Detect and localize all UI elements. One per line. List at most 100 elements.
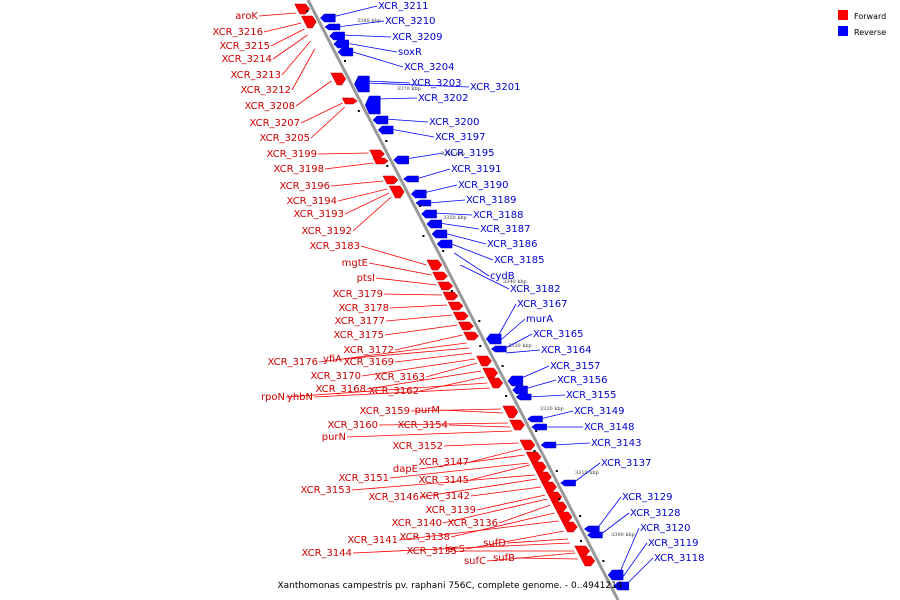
kbp-tick-label: 3350 kbp bbox=[443, 215, 467, 221]
forward-label-leader bbox=[442, 498, 548, 524]
reverse-gene-arrow bbox=[436, 239, 453, 249]
forward-label-leader bbox=[498, 504, 551, 524]
forward-gene-arrow bbox=[432, 271, 448, 281]
kbp-tick-label: 3300 kbp bbox=[611, 532, 635, 538]
forward-label-leader bbox=[270, 28, 305, 47]
forward-label-leader bbox=[410, 408, 501, 412]
forward-gene-arrow bbox=[388, 185, 405, 199]
reverse-label-leader bbox=[443, 232, 487, 245]
forward-gene-arrow bbox=[579, 555, 596, 567]
reverse-gene-label: cydB bbox=[490, 271, 515, 282]
forward-gene-label: XCR_3178 bbox=[338, 303, 389, 314]
legend-reverse-label: Reverse bbox=[854, 28, 886, 37]
reverse-gene-arrow bbox=[393, 155, 409, 165]
gene-arrows bbox=[294, 3, 630, 591]
forward-gene-label: ptsI bbox=[357, 273, 375, 284]
reverse-label-leader bbox=[453, 252, 490, 277]
forward-label-leader bbox=[360, 245, 427, 266]
feature-tick bbox=[478, 320, 481, 322]
forward-label-leader bbox=[330, 180, 384, 187]
forward-label-leader bbox=[469, 448, 522, 463]
forward-gene-arrow bbox=[458, 321, 474, 331]
reverse-label-leader bbox=[519, 365, 550, 380]
reverse-label-leader bbox=[390, 128, 435, 138]
reverse-label-leader bbox=[460, 264, 510, 290]
forward-label-leader bbox=[258, 12, 297, 17]
reverse-gene-label: XCR_3128 bbox=[630, 508, 681, 519]
forward-gene-arrow bbox=[541, 481, 557, 493]
reverse-gene-labels: XCR_3211 XCR_3210 XCR_3209 soxR XCR_3204 XCR_… bbox=[332, 1, 705, 586]
forward-label-leader bbox=[352, 542, 571, 554]
kbp-tick-label: 3370 kbp bbox=[397, 86, 421, 92]
feature-tick bbox=[579, 515, 582, 517]
forward-gene-label: yfiA bbox=[323, 354, 342, 365]
forward-label-leader bbox=[272, 34, 308, 60]
forward-gene-arrow bbox=[294, 3, 310, 15]
forward-gene-label: XCR_3142 bbox=[419, 491, 470, 502]
forward-label-leader bbox=[389, 462, 529, 479]
reverse-gene-arrow bbox=[507, 375, 524, 387]
legend-forward-swatch bbox=[838, 10, 848, 20]
forward-gene-label: XCR_3135 bbox=[406, 546, 457, 557]
reverse-label-leader bbox=[539, 410, 574, 420]
forward-gene-label: XCR_3160 bbox=[327, 420, 378, 431]
forward-gene-label: iscS bbox=[445, 544, 465, 555]
forward-gene-label: purM bbox=[415, 405, 440, 416]
forward-label-leader bbox=[389, 304, 448, 309]
forward-gene-arrow bbox=[341, 97, 358, 105]
forward-gene-arrow bbox=[372, 157, 389, 165]
reverse-gene-label: XCR_3203 bbox=[411, 78, 462, 89]
reverse-label-leader bbox=[365, 80, 411, 84]
feature-tick bbox=[306, 10, 309, 12]
forward-gene-label: XCR_3140 bbox=[391, 518, 442, 529]
reverse-label-leader bbox=[448, 242, 494, 261]
forward-gene-label: sufC bbox=[464, 556, 486, 567]
feature-tick bbox=[602, 560, 605, 562]
feature-tick bbox=[344, 60, 347, 62]
forward-label-leader bbox=[448, 424, 511, 428]
forward-gene-arrow bbox=[509, 419, 525, 431]
forward-gene-arrow bbox=[536, 471, 552, 483]
reverse-gene-arrow bbox=[337, 47, 354, 57]
reverse-gene-arrow bbox=[319, 13, 336, 23]
forward-label-leader bbox=[352, 196, 392, 232]
reverse-label-leader bbox=[497, 303, 517, 338]
reverse-label-leader bbox=[337, 20, 385, 28]
forward-gene-label: XCR_3214 bbox=[221, 54, 272, 65]
reverse-gene-arrow bbox=[560, 479, 576, 487]
forward-gene-arrow bbox=[437, 281, 454, 291]
forward-label-leader bbox=[506, 538, 568, 544]
forward-gene-arrow bbox=[502, 405, 519, 419]
reverse-gene-label: XCR_3211 bbox=[378, 1, 429, 12]
reverse-label-leader bbox=[438, 222, 480, 230]
forward-gene-arrow bbox=[525, 451, 542, 463]
forward-gene-label: XCR_3177 bbox=[334, 316, 385, 327]
genome-caption: Xanthomonas campestris pv. raphani 756C,… bbox=[277, 581, 622, 591]
forward-label-leader bbox=[324, 162, 374, 170]
kbp-tick-label: 3320 kbp bbox=[540, 406, 564, 412]
reverse-gene-label: XCR_3182 bbox=[510, 284, 561, 295]
reverse-label-leader bbox=[528, 394, 566, 398]
reverse-label-leader bbox=[405, 152, 444, 160]
forward-gene-label: XCR_3163 bbox=[374, 372, 425, 383]
reverse-label-leader bbox=[433, 212, 473, 216]
forward-gene-label: XCR_3147 bbox=[418, 457, 469, 468]
reverse-label-leader bbox=[596, 496, 622, 530]
forward-label-leader bbox=[419, 376, 485, 392]
reverse-label-leader bbox=[345, 42, 398, 53]
forward-gene-label: XCR_3144 bbox=[301, 548, 352, 559]
forward-gene-arrow bbox=[382, 175, 399, 185]
forward-gene-label: XCR_3159 bbox=[359, 406, 410, 417]
reverse-label-leader bbox=[599, 512, 630, 536]
forward-gene-arrow bbox=[452, 311, 469, 321]
forward-label-leader bbox=[450, 512, 555, 538]
feature-tick bbox=[533, 450, 536, 452]
feature-tick bbox=[555, 470, 558, 472]
reverse-gene-arrow bbox=[512, 385, 528, 395]
feature-tick bbox=[535, 430, 538, 432]
forward-label-leader bbox=[313, 387, 490, 398]
reverse-gene-label: XCR_3191 bbox=[451, 164, 502, 175]
reverse-gene-arrow bbox=[354, 75, 370, 93]
forward-label-leader bbox=[342, 347, 470, 360]
